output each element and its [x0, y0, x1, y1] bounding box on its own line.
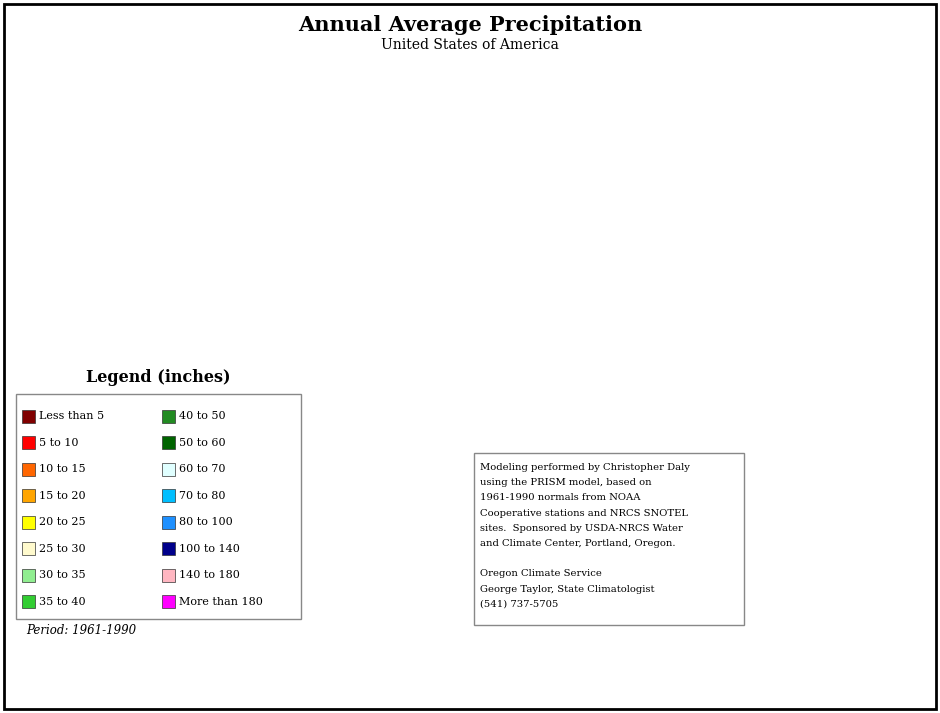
Text: 20 to 25: 20 to 25	[39, 517, 86, 528]
Bar	[22, 515, 35, 529]
Text: Modeling performed by Christopher Daly: Modeling performed by Christopher Daly	[480, 463, 690, 472]
Bar	[474, 453, 744, 625]
Text: 100 to 140: 100 to 140	[179, 544, 240, 554]
Text: using the PRISM model, based on: using the PRISM model, based on	[480, 478, 651, 487]
Text: More than 180: More than 180	[179, 597, 263, 607]
Bar	[162, 595, 175, 608]
Bar	[22, 569, 35, 582]
Bar	[162, 569, 175, 582]
Text: sites.  Sponsored by USDA-NRCS Water: sites. Sponsored by USDA-NRCS Water	[480, 524, 682, 533]
Bar	[162, 463, 175, 476]
Text: 140 to 180: 140 to 180	[179, 570, 240, 580]
Text: 40 to 50: 40 to 50	[179, 411, 226, 421]
Bar	[22, 542, 35, 555]
Text: Cooperative stations and NRCS SNOTEL: Cooperative stations and NRCS SNOTEL	[480, 508, 688, 518]
Bar	[162, 436, 175, 449]
Bar	[162, 542, 175, 555]
Text: United States of America: United States of America	[381, 38, 559, 52]
Text: 70 to 80: 70 to 80	[179, 491, 226, 501]
Bar	[22, 595, 35, 608]
Text: George Taylor, State Climatologist: George Taylor, State Climatologist	[480, 585, 654, 594]
Text: Annual Average Precipitation: Annual Average Precipitation	[298, 15, 642, 35]
Text: 35 to 40: 35 to 40	[39, 597, 86, 607]
Text: 25 to 30: 25 to 30	[39, 544, 86, 554]
Text: 15 to 20: 15 to 20	[39, 491, 86, 501]
Bar	[22, 463, 35, 476]
Text: 80 to 100: 80 to 100	[179, 517, 233, 528]
Text: 60 to 70: 60 to 70	[179, 464, 226, 474]
Text: Period: 1961-1990: Period: 1961-1990	[26, 625, 136, 637]
Text: and Climate Center, Portland, Oregon.: and Climate Center, Portland, Oregon.	[480, 539, 676, 548]
Bar	[162, 489, 175, 502]
Bar	[162, 410, 175, 423]
Bar	[22, 410, 35, 423]
Bar	[22, 436, 35, 449]
Bar	[162, 515, 175, 529]
Text: 5 to 10: 5 to 10	[39, 438, 79, 448]
Text: Oregon Climate Service: Oregon Climate Service	[480, 570, 602, 578]
Bar	[22, 489, 35, 502]
Text: 10 to 15: 10 to 15	[39, 464, 86, 474]
Text: 50 to 60: 50 to 60	[179, 438, 226, 448]
Text: Less than 5: Less than 5	[39, 411, 104, 421]
Text: 30 to 35: 30 to 35	[39, 570, 86, 580]
Text: (541) 737-5705: (541) 737-5705	[480, 600, 558, 609]
Text: Legend (inches): Legend (inches)	[86, 369, 230, 386]
Text: 1961-1990 normals from NOAA: 1961-1990 normals from NOAA	[480, 493, 640, 503]
Bar	[16, 394, 301, 619]
